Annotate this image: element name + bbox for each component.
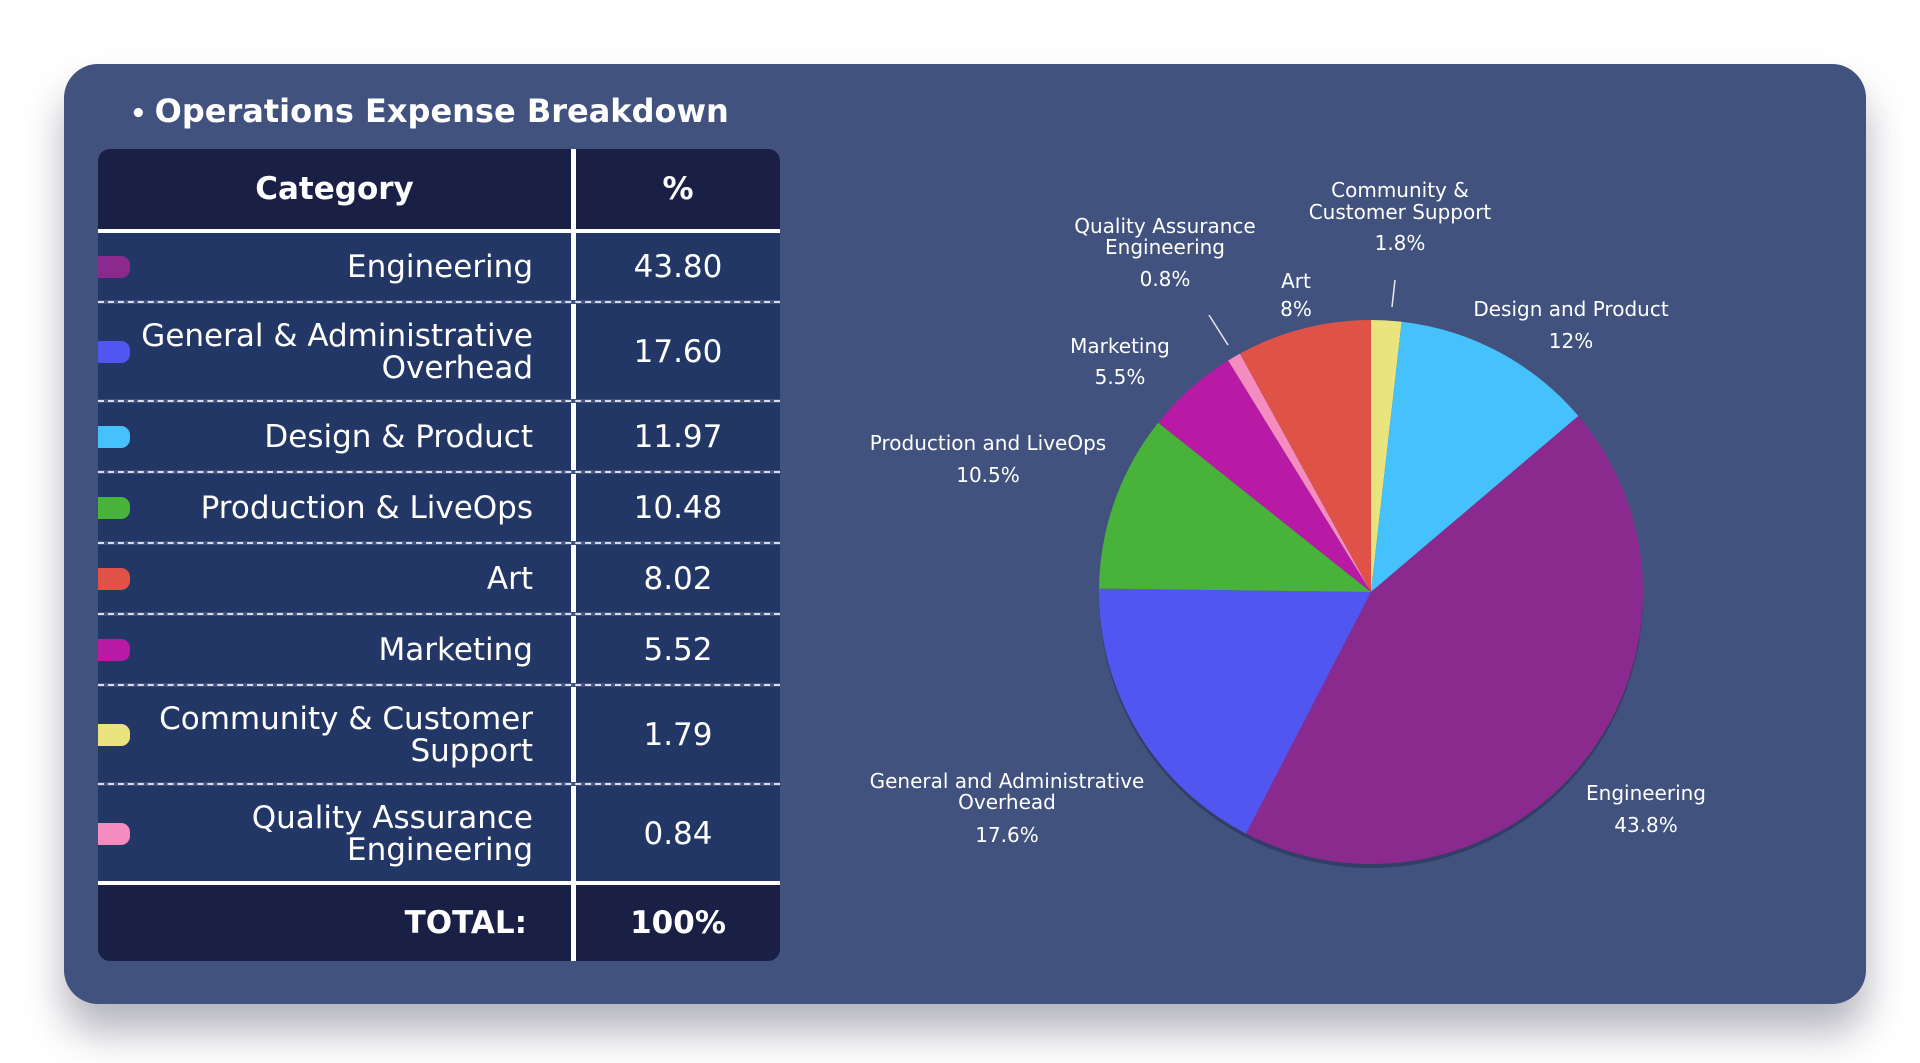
total-label: TOTAL: — [98, 885, 571, 961]
legend-swatch — [98, 822, 130, 845]
row-divider — [98, 613, 780, 615]
slice-percent-label: 17.6% — [975, 823, 1039, 847]
legend-swatch — [98, 340, 130, 363]
legend-swatch — [98, 255, 130, 278]
slice-label: Engineering — [1586, 781, 1706, 805]
leader-line — [1208, 314, 1229, 346]
pie-slice[interactable] — [1239, 320, 1371, 592]
title-text: Operations Expense Breakdown — [154, 92, 729, 130]
table-row: General & Administrative Overhead 17.60 — [98, 304, 780, 399]
column-divider — [571, 403, 576, 470]
table-row: Art 8.02 — [98, 545, 780, 612]
table-row: Community & Customer Support 1.79 — [98, 687, 780, 782]
column-divider — [571, 474, 576, 541]
row-divider — [98, 783, 780, 785]
row-category: Quality Assurance Engineering — [98, 786, 571, 881]
row-percent: 8.02 — [576, 545, 780, 612]
pie-slice[interactable] — [1158, 360, 1371, 592]
slice-percent-label: 1.8% — [1375, 231, 1426, 255]
table-header-row: Category% — [98, 149, 780, 229]
column-divider — [571, 545, 576, 612]
legend-swatch — [98, 496, 130, 519]
table-row: Marketing 5.52 — [98, 616, 780, 683]
pie-slice[interactable] — [1371, 320, 1402, 592]
row-percent: 0.84 — [576, 786, 780, 881]
leader-line — [1391, 279, 1396, 308]
table-row: Quality Assurance Engineering 0.84 — [98, 786, 780, 881]
row-divider — [98, 400, 780, 402]
row-category: Production & LiveOps — [98, 474, 571, 541]
footer-divider — [98, 881, 780, 885]
row-percent: 11.97 — [576, 403, 780, 470]
table-total-row: TOTAL: 100% — [98, 885, 780, 961]
column-divider — [571, 687, 576, 782]
column-divider — [571, 233, 576, 300]
table-row: Production & LiveOps 10.48 — [98, 474, 780, 541]
legend-swatch — [98, 723, 130, 746]
slice-percent-label: 0.8% — [1140, 267, 1191, 291]
slice-label: Marketing — [1070, 334, 1170, 358]
row-divider — [98, 301, 780, 303]
row-percent: 10.48 — [576, 474, 780, 541]
row-category: Engineering — [98, 233, 571, 300]
page-title: • Operations Expense Breakdown — [130, 92, 729, 130]
legend-swatch — [98, 567, 130, 590]
slice-percent-label: 43.8% — [1614, 813, 1678, 837]
row-category: General & Administrative Overhead — [98, 304, 571, 399]
row-divider — [98, 684, 780, 686]
slice-label: Production and LiveOps — [870, 431, 1106, 455]
row-divider — [98, 471, 780, 473]
row-divider — [98, 542, 780, 544]
header-divider — [98, 229, 780, 233]
row-category: Art — [98, 545, 571, 612]
pie-slice[interactable] — [1099, 422, 1371, 592]
slice-percent-label: 10.5% — [956, 463, 1020, 487]
slice-label: Quality Assurance — [1074, 214, 1255, 238]
row-category: Community & Customer Support — [98, 687, 571, 782]
row-category: Marketing — [98, 616, 571, 683]
header-category: Category — [98, 149, 571, 229]
slice-label: Design and Product — [1473, 297, 1668, 321]
slice-label: Community & — [1331, 178, 1469, 202]
header-percent: % — [576, 149, 780, 229]
pie-slice[interactable] — [1098, 588, 1371, 834]
row-percent: 1.79 — [576, 687, 780, 782]
row-percent: 5.52 — [576, 616, 780, 683]
legend-swatch — [98, 638, 130, 661]
row-percent: 43.80 — [576, 233, 780, 300]
slice-label: Customer Support — [1309, 200, 1492, 224]
legend-swatch — [98, 425, 130, 448]
pie-slice[interactable] — [1245, 416, 1643, 864]
row-percent: 17.60 — [576, 304, 780, 399]
slice-percent-label: 8% — [1280, 297, 1312, 321]
slice-label: Overhead — [958, 790, 1056, 814]
slice-percent-label: 12% — [1549, 329, 1593, 353]
column-divider — [571, 885, 576, 961]
slice-label: General and Administrative — [870, 769, 1145, 793]
column-divider — [571, 616, 576, 683]
column-divider — [571, 786, 576, 881]
total-value: 100% — [576, 885, 780, 961]
slice-label: Engineering — [1105, 235, 1225, 259]
table-row: Engineering 43.80 — [98, 233, 780, 300]
pie-slice[interactable] — [1371, 321, 1579, 592]
column-divider — [571, 149, 576, 229]
slice-label: Art — [1281, 269, 1311, 293]
pie-slice[interactable] — [1228, 353, 1371, 592]
row-category: Design & Product — [98, 403, 571, 470]
table-row: Design & Product 11.97 — [98, 403, 780, 470]
column-divider — [571, 304, 576, 399]
slice-percent-label: 5.5% — [1095, 365, 1146, 389]
